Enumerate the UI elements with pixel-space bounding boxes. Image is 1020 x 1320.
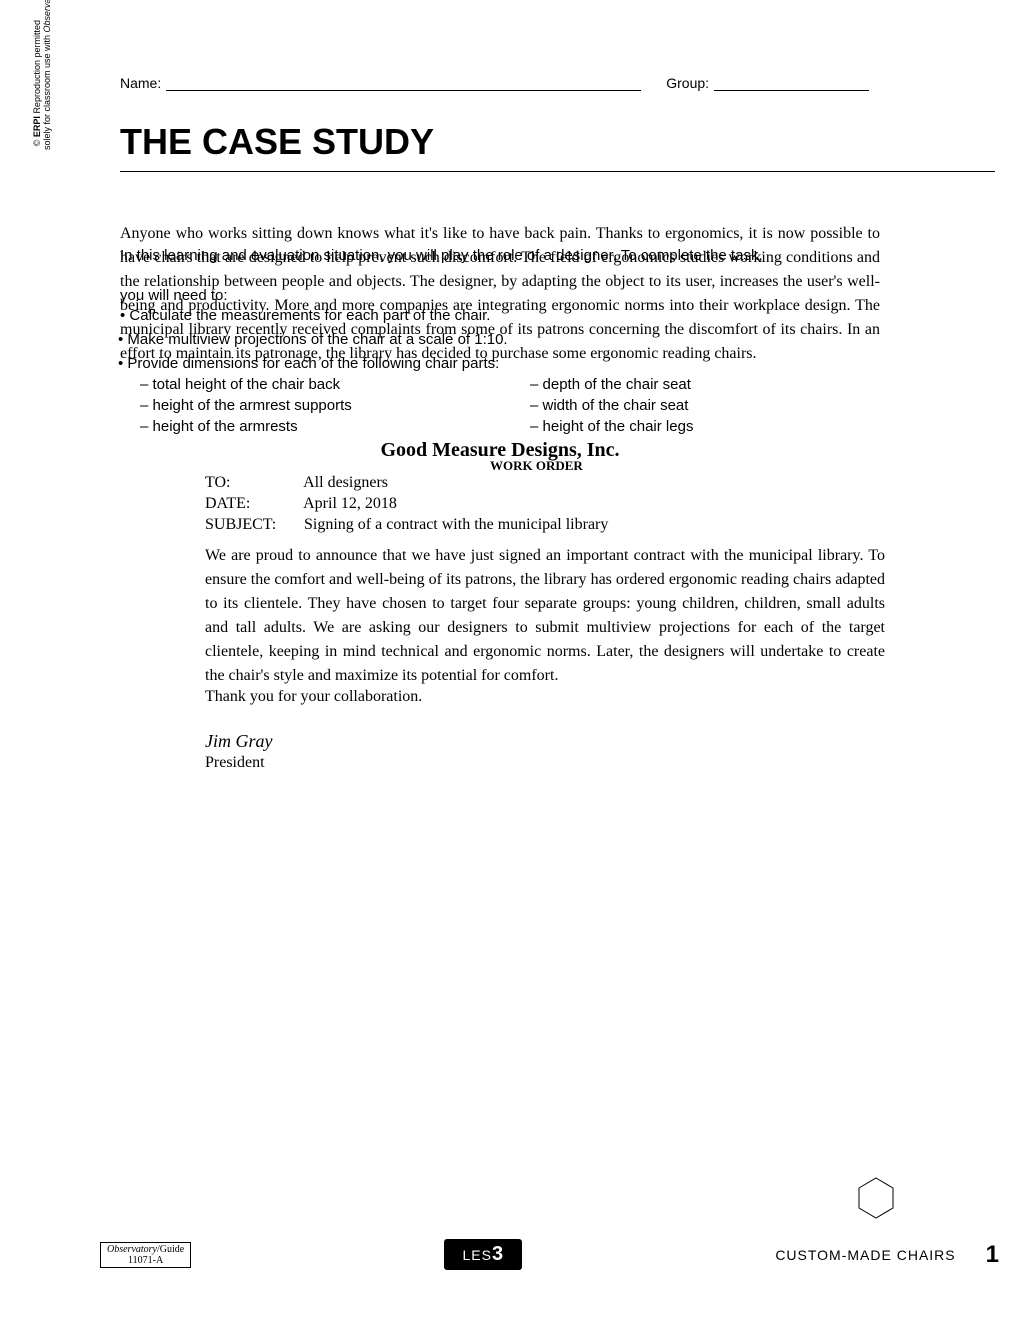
hexagon-icon: [857, 1176, 895, 1220]
title-underline: [120, 171, 995, 172]
list-item: – total height of the chair back: [140, 376, 530, 393]
list-item: – height of the armrest supports: [140, 397, 530, 414]
footer-right: CUSTOM-MADE CHAIRS 1: [775, 1241, 1000, 1269]
list-item: – depth of the chair seat: [530, 376, 830, 393]
group-label: Group:: [666, 75, 709, 91]
copyright-side-text: © ERPI Reproduction permitted solely for…: [32, 20, 52, 150]
page-number: 1: [986, 1241, 1000, 1269]
overlay-intro: In this learning and evaluation situatio…: [120, 245, 990, 268]
footer: Observatory/Guide 11071-A LES3 CUSTOM-MA…: [100, 1239, 1000, 1270]
to-value: All designers: [303, 474, 388, 491]
footer-right-text: CUSTOM-MADE CHAIRS: [775, 1247, 955, 1263]
name-underline[interactable]: [166, 90, 641, 91]
memo-date: DATE: April 12, 2018: [205, 495, 885, 513]
footer-code: 11071-A: [107, 1255, 184, 1266]
list-item: – height of the armrests: [140, 418, 530, 435]
date-label: DATE:: [205, 495, 300, 513]
subject-label: SUBJECT:: [205, 516, 300, 534]
memo: TO: All designers DATE: April 12, 2018 S…: [205, 474, 885, 772]
body-paragraph: Anyone who works sitting down knows what…: [120, 222, 880, 366]
to-label: TO:: [205, 474, 300, 492]
overlay-bullet2: • Make multiview projections of the chai…: [118, 329, 508, 352]
name-label: Name:: [120, 75, 161, 91]
footer-left-box: Observatory/Guide 11071-A: [100, 1242, 191, 1268]
footer-center-badge: LES3: [444, 1239, 522, 1270]
memo-thank: Thank you for your collaboration.: [205, 688, 885, 706]
footer-obs: Observatory: [107, 1244, 157, 1255]
group-underline[interactable]: [714, 90, 869, 91]
footer-guide: /Guide: [157, 1244, 184, 1255]
memo-to: TO: All designers: [205, 474, 885, 492]
page-title: THE CASE STUDY: [120, 121, 995, 163]
chair-parts-list: – total height of the chair back – depth…: [140, 376, 995, 435]
overlay-bullet1: • Calculate the measurements for each pa…: [120, 305, 490, 328]
header-line: Name: Group:: [120, 75, 995, 91]
les-label: LES: [462, 1247, 491, 1263]
work-order-label: WORK ORDER: [490, 456, 583, 476]
subject-value: Signing of a contract with the municipal…: [304, 516, 608, 533]
list-item: – width of the chair seat: [530, 397, 830, 414]
overlay-bullet3: • Provide dimensions for each of the fol…: [118, 353, 499, 376]
list-item: – height of the chair legs: [530, 418, 830, 435]
signature: Jim Gray: [205, 731, 885, 752]
memo-body: We are proud to announce that we have ju…: [205, 544, 885, 688]
group-field: Group:: [666, 75, 869, 91]
president: President: [205, 754, 885, 772]
name-field: Name:: [120, 75, 641, 91]
memo-subject: SUBJECT: Signing of a contract with the …: [205, 516, 885, 534]
date-value: April 12, 2018: [303, 495, 397, 512]
les-num: 3: [492, 1243, 504, 1265]
